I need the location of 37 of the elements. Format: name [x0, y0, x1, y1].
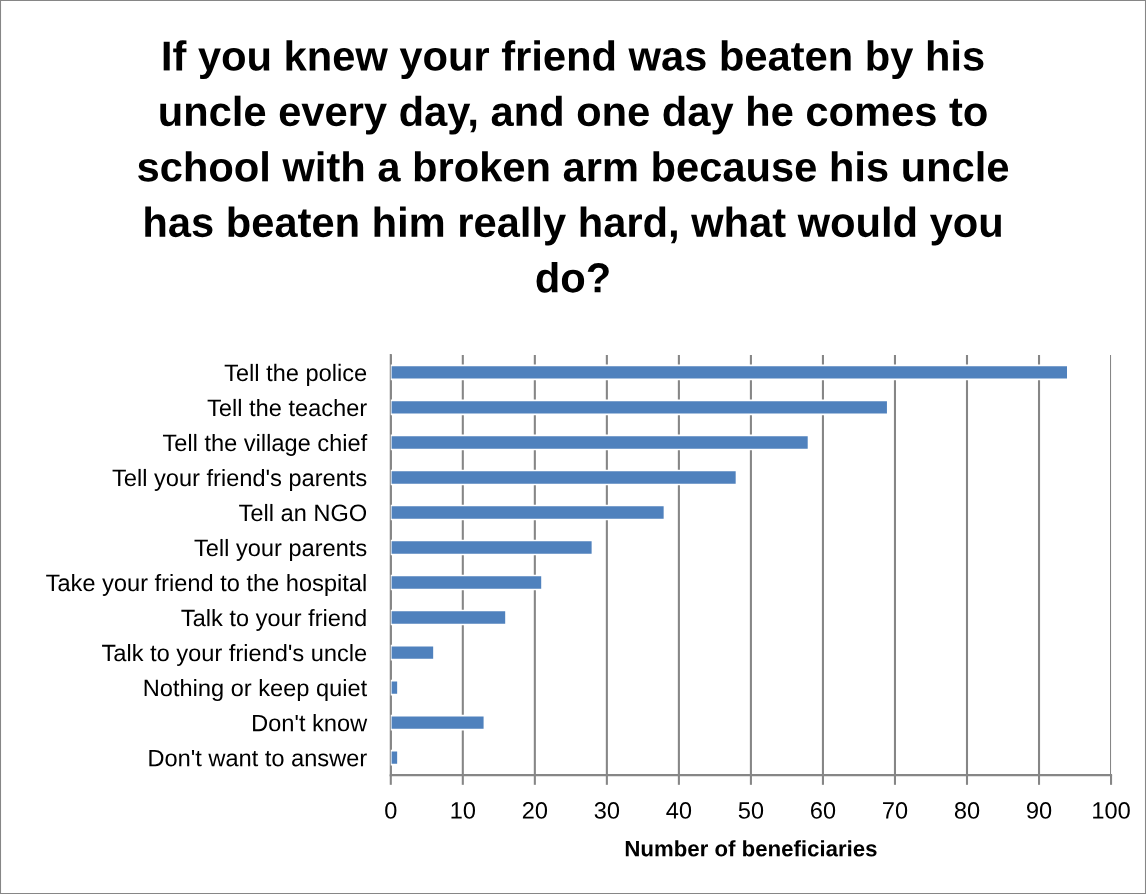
y-tick-label: Tell the police — [224, 363, 367, 386]
bar — [390, 749, 399, 766]
bar — [390, 574, 543, 591]
x-tick-label: 100 — [1093, 802, 1130, 819]
x-axis-title: Number of beneficiaries — [625, 840, 877, 857]
y-tick-label: Don't know — [253, 714, 368, 732]
y-tick-label: Talk to your friend's uncle — [102, 643, 367, 666]
y-tick-label: Tell the teacher — [207, 398, 367, 417]
x-tick-label: 30 — [594, 802, 620, 819]
bar — [390, 539, 594, 556]
y-tick-label: Tell your parents — [194, 538, 367, 561]
bar — [390, 434, 810, 451]
y-tick-label: Tell your friend's parents — [112, 468, 367, 491]
bar — [390, 644, 435, 661]
x-tick-label: 80 — [954, 802, 980, 819]
x-tick-label: 10 — [451, 802, 476, 819]
y-tick-label: Take your friend to the hospital — [46, 573, 366, 596]
bar — [390, 399, 889, 416]
bar — [390, 609, 507, 626]
x-tick-label: 40 — [666, 802, 692, 819]
x-tick-label: 0 — [385, 802, 397, 819]
x-tick-label: 90 — [1027, 802, 1052, 819]
bar — [390, 364, 1069, 381]
x-tick-label: 60 — [811, 802, 836, 819]
bar — [390, 504, 666, 521]
x-tick-label: 20 — [522, 802, 548, 819]
y-tick-label: Tell the village chief — [162, 433, 368, 456]
chart-title: If you knew your friend was beaten by his uncle every day, and one day he comes to school with a broken arm because his uncle has beaten him really hard, what would you do? — [138, 40, 1009, 293]
y-tick-label: Don't want to answer — [149, 749, 367, 767]
x-tick-label: 50 — [738, 802, 764, 819]
y-tick-label: Nothing or keep quiet — [144, 679, 368, 702]
y-tick-label: Talk to your friend — [181, 608, 366, 631]
bar — [390, 714, 486, 731]
bar — [390, 679, 399, 696]
y-tick-label: Tell an NGO — [239, 503, 367, 522]
bar — [390, 469, 738, 486]
x-tick-label: 70 — [883, 802, 908, 819]
